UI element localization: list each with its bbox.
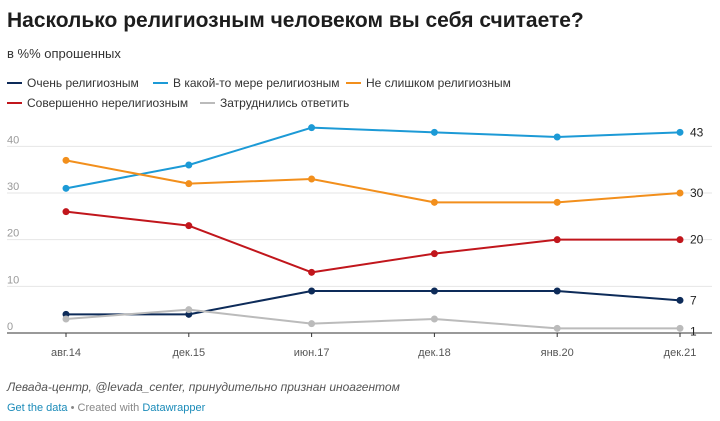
data-point [62, 208, 70, 216]
data-point [308, 124, 316, 132]
data-point [430, 198, 438, 206]
data-point [553, 236, 561, 244]
legend-swatch [153, 82, 168, 84]
x-tick-label: авг.14 [51, 347, 81, 359]
legend-label: В какой-то мере религиозным [173, 76, 340, 90]
x-tick-label: дек.18 [418, 347, 451, 359]
chart-subtitle: в %% опрошенных [7, 46, 121, 61]
legend-label: Затруднились ответить [220, 96, 350, 110]
source-note: Левада-центр, @levada_center, принудител… [7, 380, 400, 394]
data-point [676, 324, 684, 332]
data-point [430, 250, 438, 258]
end-value-label: 1 [690, 324, 697, 338]
chart-title: Насколько религиозным человеком вы себя … [7, 9, 584, 32]
data-point [676, 189, 684, 197]
data-point [430, 315, 438, 323]
datawrapper-link[interactable]: Datawrapper [142, 402, 206, 414]
data-point [185, 222, 193, 230]
data-point [308, 268, 316, 276]
legend-item-not-religious: Совершенно нерелигиозным [7, 96, 188, 110]
data-point [62, 184, 70, 192]
series-line [65, 210, 680, 274]
legend-label: Не слишком религиозным [366, 76, 511, 90]
data-point [553, 133, 561, 141]
data-point [430, 287, 438, 295]
y-tick-label: 10 [7, 274, 19, 286]
data-point [676, 236, 684, 244]
legend-item-not-very-religious: Не слишком религиозным [346, 76, 511, 90]
legend-swatch [7, 102, 22, 104]
data-point [185, 180, 193, 188]
line-chart: 0 10 20 30 40 авг.14 дек.15 июн.17 дек.18 янв.20 д… [7, 124, 712, 359]
legend-label: Очень религиозным [27, 76, 139, 90]
series-line [66, 290, 681, 316]
y-tick-label: 0 [7, 321, 13, 333]
legend-swatch [200, 102, 215, 104]
data-point [308, 287, 316, 295]
data-point [62, 315, 70, 323]
footer-separator: • Created with [67, 402, 143, 414]
data-point [553, 198, 561, 206]
data-point [185, 161, 193, 169]
end-value-label: 43 [690, 125, 704, 139]
data-point [185, 306, 193, 314]
data-point [308, 175, 316, 183]
y-tick-label: 20 [7, 228, 19, 240]
x-tick-label: дек.21 [664, 347, 697, 359]
x-tick-label: дек.15 [172, 347, 205, 359]
series-line [65, 126, 681, 190]
data-point [676, 296, 684, 304]
get-the-data-link[interactable]: Get the data [7, 402, 68, 414]
legend-item-undecided: Затруднились ответить [200, 96, 349, 110]
legend-swatch [7, 82, 22, 84]
y-tick-label: 40 [7, 134, 19, 146]
series-line [65, 308, 680, 330]
end-value-label: 30 [690, 186, 704, 200]
data-point [553, 324, 561, 332]
data-point [62, 156, 70, 164]
legend-item-somewhat-religious: В какой-то мере религиозным [153, 76, 340, 90]
legend-item-very-religious: Очень религиозным [7, 76, 139, 90]
data-point [676, 128, 684, 136]
y-tick-label: 30 [7, 181, 19, 193]
data-point [553, 287, 561, 295]
legend-swatch [346, 82, 361, 84]
data-point [308, 320, 316, 328]
x-tick-label: июн.17 [294, 347, 330, 359]
end-value-label: 7 [690, 293, 697, 307]
footer-links: Get the data • Created with Datawrapper [7, 402, 205, 414]
x-tick-label: янв.20 [541, 347, 574, 359]
series-line [65, 159, 681, 204]
end-value-label: 20 [690, 233, 704, 247]
legend-label: Совершенно нерелигиозным [27, 96, 189, 110]
data-point [430, 128, 438, 136]
